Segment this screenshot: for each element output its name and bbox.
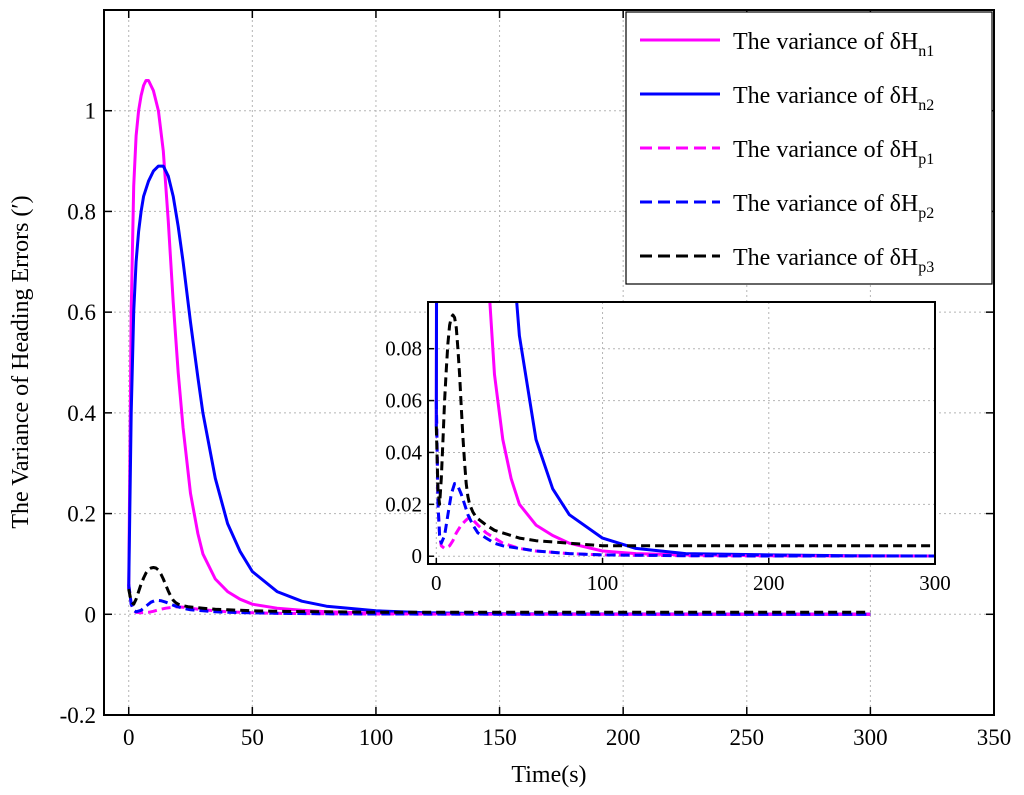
- inset-series-line-p1: [434, 400, 935, 558]
- main-y-tick-label: 0.8: [67, 199, 96, 224]
- main-x-tick-labels: 0 50 100 150 200 250 300 350: [123, 725, 1011, 750]
- inset-series-lines: [434, 302, 935, 558]
- main-series-lines: [127, 79, 871, 616]
- main-x-tick-label: 150: [482, 725, 517, 750]
- inset-y-tick-labels: 0 0.02 0.04 0.06 0.08: [385, 337, 422, 569]
- legend: The variance of δHn1 The variance of δHn2…: [625, 11, 993, 285]
- main-x-tick-label: 250: [730, 725, 765, 750]
- inset-plot-background: [428, 302, 935, 564]
- x-axis-title: Time(s): [511, 762, 586, 788]
- inset-y-tick-label: 0.04: [385, 440, 422, 464]
- inset-y-tick-label: 0.06: [385, 389, 422, 413]
- inset-y-tick-label: 0.02: [385, 492, 422, 516]
- inset-series-line-n2: [434, 302, 935, 558]
- series-line-n2: [127, 164, 871, 616]
- legend-item-p1: The variance of δHp1: [640, 137, 934, 168]
- inset-y-tick-label: 0.08: [385, 337, 422, 361]
- legend-label: The variance of δHn1: [733, 29, 934, 60]
- legend-item-p3: The variance of δHp3: [640, 245, 934, 276]
- inset-ticks: [428, 347, 936, 564]
- inset-y-tick-label: 0: [412, 544, 423, 568]
- inset-x-tick-label: 200: [753, 571, 785, 595]
- inset-x-tick-labels: 0 100 200 300: [431, 571, 951, 595]
- main-x-tick-label: 0: [123, 725, 135, 750]
- legend-label: The variance of δHp1: [733, 137, 934, 168]
- y-axis-title: The Variance of Heading Errors (′): [8, 195, 34, 528]
- legend-label: The variance of δHp2: [733, 191, 934, 222]
- inset-plot-area: 0 100 200 300 0 0.02 0.04 0.06 0.08: [385, 301, 951, 595]
- series-line-p1: [127, 583, 871, 616]
- main-y-tick-label: 0: [85, 602, 97, 627]
- main-y-tick-label: 1: [85, 99, 97, 124]
- legend-item-p2: The variance of δHp2: [640, 191, 934, 222]
- main-x-tick-label: 350: [977, 725, 1012, 750]
- legend-label: The variance of δHn2: [733, 83, 934, 114]
- inset-series-line-p3: [434, 313, 935, 548]
- main-y-tick-label: -0.2: [60, 703, 96, 728]
- main-y-tick-label: 0.2: [67, 502, 96, 527]
- main-y-tick-label: 0.6: [67, 300, 96, 325]
- inset-x-tick-label: 100: [587, 571, 619, 595]
- legend-item-n2: The variance of δHn2: [640, 83, 934, 114]
- series-line-p3: [127, 566, 871, 614]
- legend-item-n1: The variance of δHn1: [640, 29, 934, 60]
- inset-series-line-n1: [434, 302, 935, 558]
- legend-label: The variance of δHp3: [733, 245, 934, 276]
- main-y-tick-label: 0.4: [67, 401, 96, 426]
- main-x-tick-label: 300: [853, 725, 888, 750]
- main-x-tick-label: 100: [359, 725, 394, 750]
- main-plot-frame: [103, 9, 995, 716]
- inset-x-tick-label: 300: [919, 571, 951, 595]
- main-y-tick-labels: -0.2 0 0.2 0.4 0.6 0.8 1: [60, 99, 97, 728]
- main-x-tick-label: 50: [241, 725, 264, 750]
- main-ticks: [104, 10, 995, 716]
- series-line-p2: [127, 583, 871, 616]
- main-x-tick-label: 200: [606, 725, 641, 750]
- inset-plot-frame: [427, 301, 936, 565]
- inset-x-tick-label: 0: [431, 571, 442, 595]
